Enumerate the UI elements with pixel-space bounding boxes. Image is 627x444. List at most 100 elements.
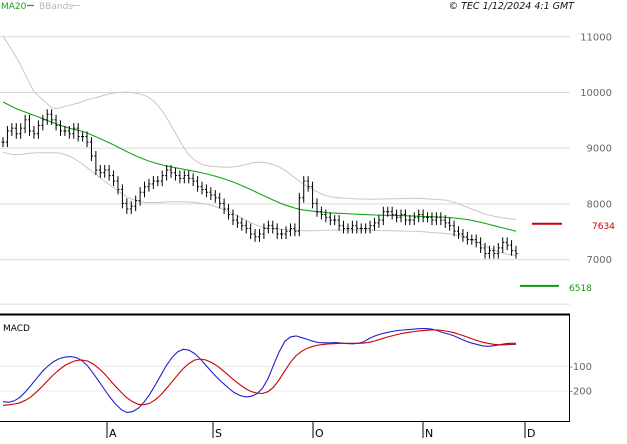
price-bar bbox=[372, 217, 376, 231]
y-tick-labels: 11000 10000 9000 8000 7000 -100 -200 bbox=[569, 32, 612, 397]
price-bar bbox=[284, 226, 288, 240]
price-bar bbox=[439, 212, 443, 226]
price-bars bbox=[1, 109, 518, 259]
price-bar bbox=[63, 125, 67, 136]
legend-ma20: MA20 bbox=[1, 2, 27, 12]
price-bar bbox=[461, 229, 465, 242]
price-y-tick-label: 8000 bbox=[587, 199, 612, 210]
price-bar bbox=[302, 176, 306, 203]
price-bar bbox=[258, 229, 261, 242]
price-bar bbox=[333, 215, 337, 226]
price-bar bbox=[417, 209, 421, 223]
price-bar bbox=[386, 206, 390, 217]
price-bar bbox=[169, 164, 173, 178]
price-bar bbox=[328, 212, 332, 226]
x-tick-label: N bbox=[425, 427, 433, 440]
price-bar bbox=[50, 109, 54, 125]
ma20-line-layer bbox=[2, 101, 517, 232]
price-bar bbox=[474, 234, 478, 248]
resistance-label: 7634 bbox=[592, 222, 615, 232]
price-bar bbox=[218, 192, 222, 209]
price-bar bbox=[160, 170, 164, 187]
price-bar bbox=[510, 240, 514, 256]
price-bar bbox=[54, 114, 58, 131]
price-bar bbox=[244, 220, 248, 234]
price-bar bbox=[240, 217, 244, 231]
price-bar bbox=[94, 151, 98, 175]
price-bar bbox=[204, 184, 208, 198]
price-bar bbox=[227, 203, 231, 220]
price-bar bbox=[479, 237, 483, 253]
price-bar bbox=[147, 178, 151, 192]
price-bar bbox=[501, 237, 505, 253]
price-bar bbox=[275, 223, 279, 240]
price-bar bbox=[23, 114, 27, 134]
price-bar bbox=[213, 190, 217, 203]
macd-panel-title: MACD bbox=[3, 324, 30, 334]
price-bar bbox=[45, 109, 49, 125]
price-bar bbox=[231, 209, 235, 226]
price-bar bbox=[191, 173, 195, 187]
price-bar bbox=[324, 209, 328, 223]
price-bar bbox=[187, 170, 191, 184]
x-tick-label: S bbox=[215, 427, 222, 440]
price-bar bbox=[107, 164, 111, 181]
price-bar bbox=[465, 231, 469, 245]
price-bar bbox=[306, 176, 310, 192]
price-bar bbox=[81, 131, 85, 142]
price-bar bbox=[319, 206, 323, 220]
price-bar bbox=[395, 209, 399, 223]
price-bar bbox=[346, 223, 350, 234]
price-bar bbox=[399, 209, 403, 223]
price-bar bbox=[487, 245, 491, 259]
legend-bbands: BBands bbox=[39, 2, 73, 12]
price-bar bbox=[288, 223, 292, 237]
price-bar bbox=[165, 164, 169, 181]
copyright-text: © TEC 1/12/2024 4:1 GMT bbox=[449, 1, 576, 12]
price-bar bbox=[364, 223, 368, 234]
price-bar bbox=[143, 181, 147, 198]
price-y-tick-label: 11000 bbox=[580, 32, 612, 43]
price-bar bbox=[134, 195, 138, 212]
price-bar bbox=[457, 226, 461, 240]
price-bar bbox=[377, 215, 381, 228]
price-bar bbox=[426, 212, 430, 223]
price-bar bbox=[196, 176, 200, 192]
price-bar bbox=[32, 125, 36, 139]
price-bar bbox=[209, 187, 213, 201]
price-bar bbox=[178, 170, 182, 184]
price-bar bbox=[280, 229, 284, 240]
price-bar bbox=[253, 229, 257, 242]
price-bar bbox=[36, 120, 40, 139]
price-bar bbox=[311, 181, 315, 209]
support-resistance-levels: 7634 6518 bbox=[520, 222, 615, 294]
price-bar bbox=[85, 131, 89, 148]
price-y-tick-label: 9000 bbox=[587, 144, 612, 155]
price-bar bbox=[430, 212, 434, 226]
price-bar bbox=[434, 212, 438, 226]
price-bar bbox=[408, 215, 412, 226]
signal-line bbox=[2, 329, 517, 406]
price-bar bbox=[315, 198, 319, 217]
price-y-tick-label: 7000 bbox=[587, 255, 612, 266]
price-bar bbox=[297, 192, 301, 237]
macd-line bbox=[2, 328, 516, 414]
chart-frame bbox=[0, 313, 570, 422]
price-bar bbox=[412, 212, 416, 226]
price-bar bbox=[271, 220, 275, 234]
ma20-line bbox=[2, 101, 517, 232]
price-bar bbox=[151, 176, 155, 189]
macd-grid bbox=[0, 365, 570, 392]
price-bar bbox=[76, 123, 80, 142]
price-bar bbox=[138, 187, 142, 206]
price-bar bbox=[116, 176, 120, 195]
price-bar bbox=[235, 215, 239, 228]
price-bar bbox=[173, 167, 177, 181]
price-bar bbox=[350, 220, 354, 234]
price-bar bbox=[72, 123, 76, 139]
x-tick-label: O bbox=[315, 427, 324, 440]
price-bar bbox=[483, 242, 487, 259]
